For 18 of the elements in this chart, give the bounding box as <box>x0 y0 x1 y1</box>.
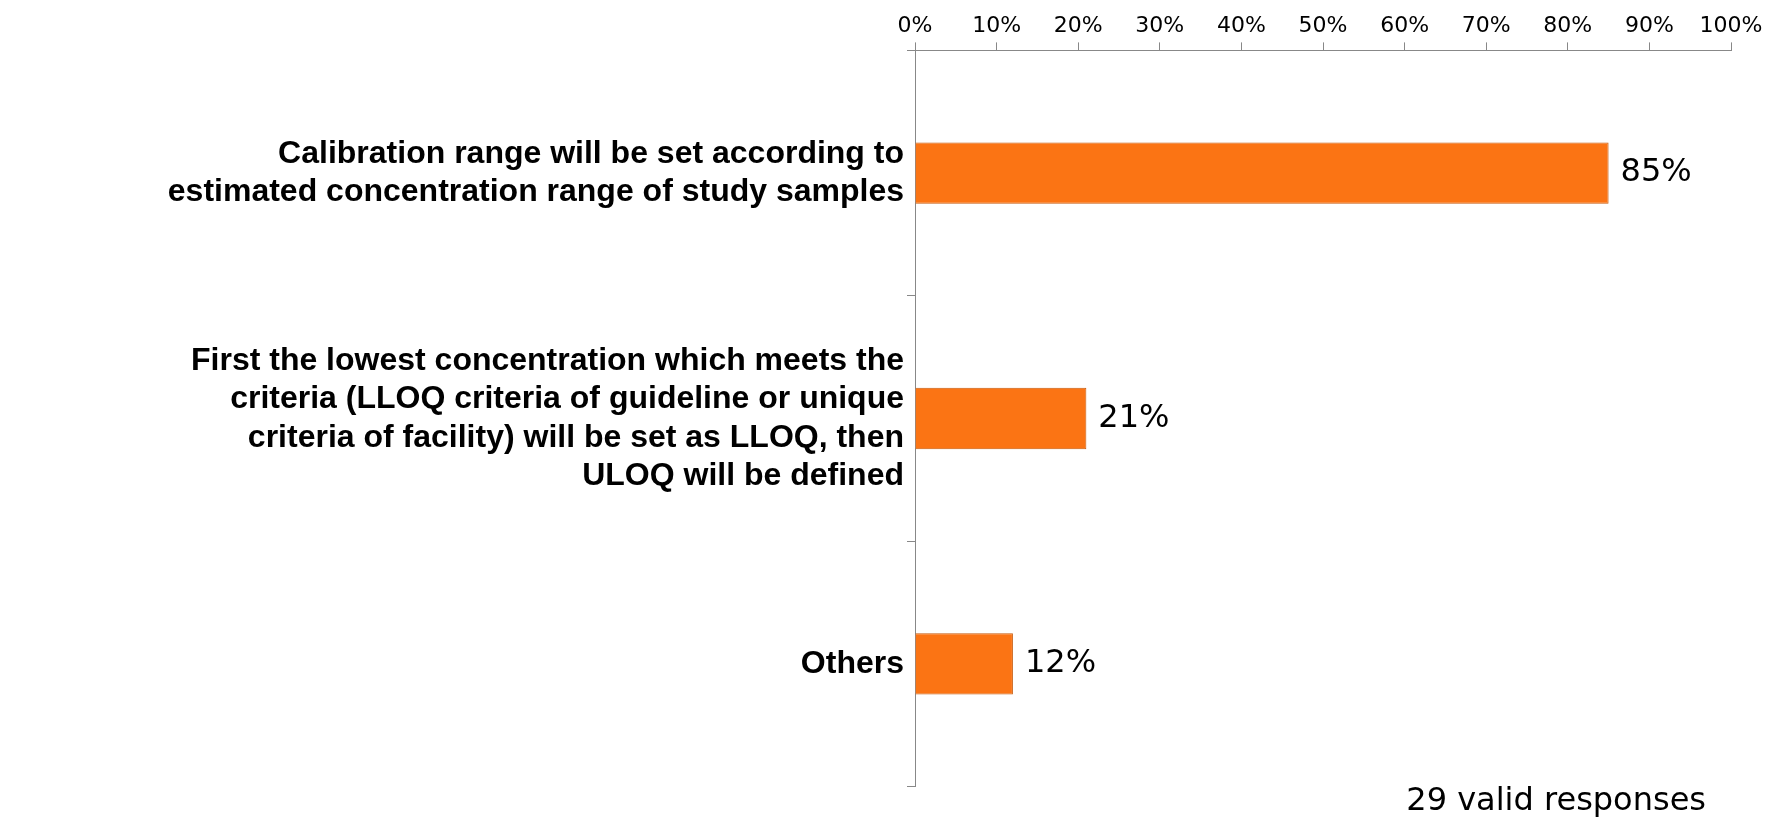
x-tick-label: 50% <box>1298 11 1348 37</box>
data-label: 12% <box>1024 642 1097 681</box>
data-label: 21% <box>1098 396 1170 435</box>
y-tick-label: Calibration range will be set according to estimated concentration range of study samples <box>167 133 904 209</box>
annotation: 29 valid responses <box>1406 780 1706 818</box>
x-tick-label: 30% <box>1135 11 1185 37</box>
data-label: 85% <box>1620 151 1692 190</box>
x-tick-label: 80% <box>1543 11 1593 37</box>
y-tick-label: Others <box>800 643 904 680</box>
x-tick-label: 90% <box>1624 11 1674 37</box>
x-tick-label: 0% <box>897 11 933 37</box>
y-tick-label: First the lowest concentration which meets the criteria (LLOQ criteria of guideline or unique criteria of facility) will be set as LLOQ, then ULOQ will be defined <box>190 340 904 492</box>
x-tick-label: 20% <box>1053 11 1103 37</box>
x-tick-label: 60% <box>1380 11 1430 37</box>
x-tick-label: 70% <box>1461 11 1511 37</box>
x-tick-label: 10% <box>972 11 1022 37</box>
x-tick-label: 40% <box>1216 11 1266 37</box>
x-tick-label: 100% <box>1699 11 1763 37</box>
